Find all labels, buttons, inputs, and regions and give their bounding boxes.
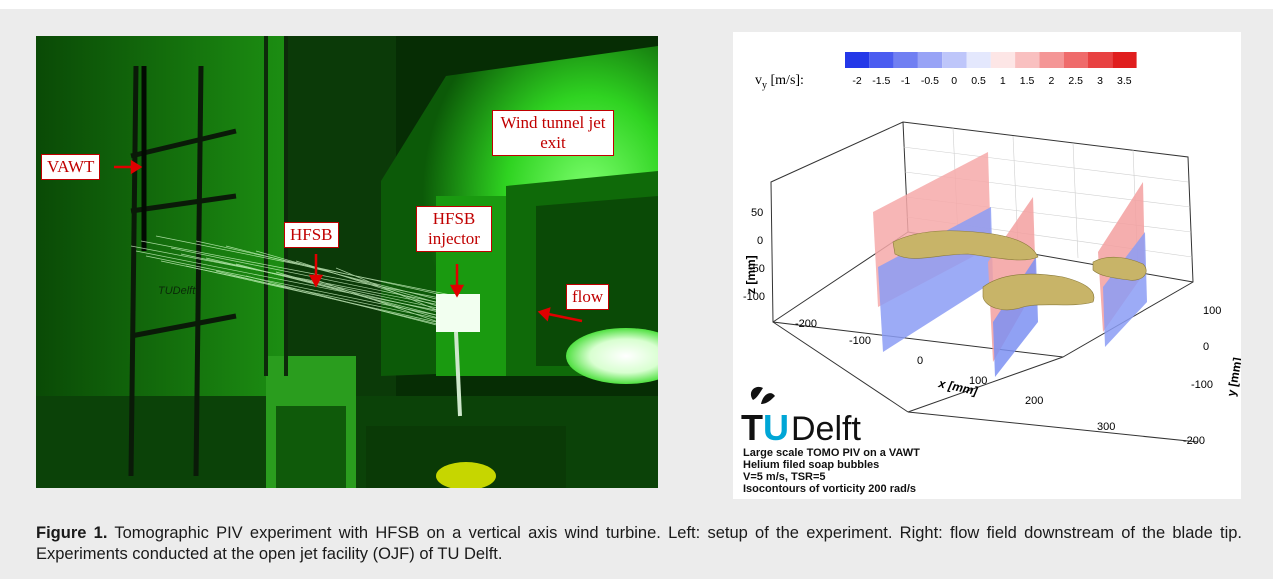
info-line-2: Helium filed soap bubbles	[743, 459, 879, 471]
logo-delft: Delft	[791, 410, 861, 448]
colorbar-swatch	[1015, 52, 1040, 68]
piv-plot-drawing: vy [m/s]: -2 -1.5 -1 -0.5 0 0.5 1 1.5 2 2.5 3 3.5	[741, 52, 1241, 495]
label-wind-tunnel: Wind tunnel jet exit	[492, 110, 614, 156]
x-tick-1: -200	[795, 318, 817, 330]
colorbar-swatch	[917, 52, 943, 68]
colorbar-tick: 0	[951, 75, 957, 87]
flame-icon	[750, 386, 775, 404]
label-injector: HFSB injector	[416, 206, 492, 252]
colorbar-swatch	[942, 52, 967, 68]
colorbar-tick: -1.5	[872, 75, 890, 87]
colorbar-tick: 0.5	[971, 75, 986, 87]
label-vawt: VAWT	[41, 154, 101, 180]
colorbar-swatch	[869, 52, 894, 68]
colorbar-tick: -1	[901, 75, 910, 87]
info-line-4: Isocontours of vorticity 200 rad/s	[743, 483, 916, 495]
x-tick-5: 200	[1025, 395, 1043, 407]
z-tick-3: -50	[749, 263, 765, 275]
experiment-photo-drawing: TUDelft	[36, 36, 658, 488]
experiment-photo: TUDelft VAWT HFSB HFSB injector Wind tun…	[36, 36, 658, 488]
colorbar-tick: -0.5	[921, 75, 939, 87]
colorbar-swatch	[966, 52, 991, 68]
colorbar-swatch	[893, 52, 918, 68]
tudelft-sticker: TUDelft	[158, 285, 196, 297]
colorbar-swatch	[1063, 52, 1088, 68]
x-tick-3: 0	[917, 355, 923, 367]
colorbar-tick: 2.5	[1068, 75, 1083, 87]
info-line-3: V=5 m/s, TSR=5	[743, 471, 826, 483]
velocity-plane-3	[1098, 182, 1147, 347]
info-line-1: Large scale TOMO PIV on a VAWT	[743, 447, 920, 459]
colorbar-swatch	[1112, 52, 1137, 68]
logo-t: T	[741, 407, 763, 448]
y-axis-label: y [mm]	[1224, 356, 1241, 397]
y-tick-3: -100	[1191, 379, 1213, 391]
top-strip	[0, 0, 1273, 9]
piv-plot: vy [m/s]: -2 -1.5 -1 -0.5 0 0.5 1 1.5 2 2.5 3 3.5	[733, 32, 1241, 499]
figure-caption: Figure 1. Tomographic PIV experiment wit…	[36, 523, 1242, 565]
colorbar-tick: 2	[1048, 75, 1054, 87]
colorbar-tick: -2	[852, 75, 861, 87]
label-flow: flow	[566, 284, 610, 310]
x-tick-2: -100	[849, 335, 871, 347]
colorbar-tick: 3.5	[1117, 75, 1132, 87]
colorbar-tick: 1	[1000, 75, 1006, 87]
caption-label: Figure 1.	[36, 524, 108, 542]
z-tick-1: 50	[751, 207, 763, 219]
z-tick-2: 0	[757, 235, 763, 247]
colorbar-swatch	[1039, 52, 1064, 68]
y-tick-4: -200	[1183, 435, 1205, 447]
logo-u: U	[763, 407, 789, 448]
caption-text: Tomographic PIV experiment with HFSB on …	[36, 524, 1242, 563]
colorbar-tick: 1.5	[1020, 75, 1035, 87]
y-tick-2: 0	[1203, 341, 1209, 353]
label-hfsb: HFSB	[284, 222, 339, 248]
colorbar-swatch	[1088, 52, 1113, 68]
x-tick-6: 300	[1097, 421, 1115, 433]
colorbar: -2 -1.5 -1 -0.5 0 0.5 1 1.5 2 2.5 3 3.5	[845, 52, 1137, 87]
tudelft-logo: T U Delft	[741, 386, 861, 448]
y-tick-1: 100	[1203, 305, 1221, 317]
colorbar-swatch	[990, 52, 1016, 68]
z-axis-label: z [mm]	[744, 255, 758, 294]
z-tick-4: -100	[743, 291, 765, 303]
colorbar-swatch	[845, 52, 870, 68]
colorbar-label: vy [m/s]:	[755, 73, 804, 91]
vorticity-isocontours	[892, 230, 1147, 311]
colorbar-tick: 3	[1097, 75, 1103, 87]
x-tick-4: 100	[969, 375, 987, 387]
